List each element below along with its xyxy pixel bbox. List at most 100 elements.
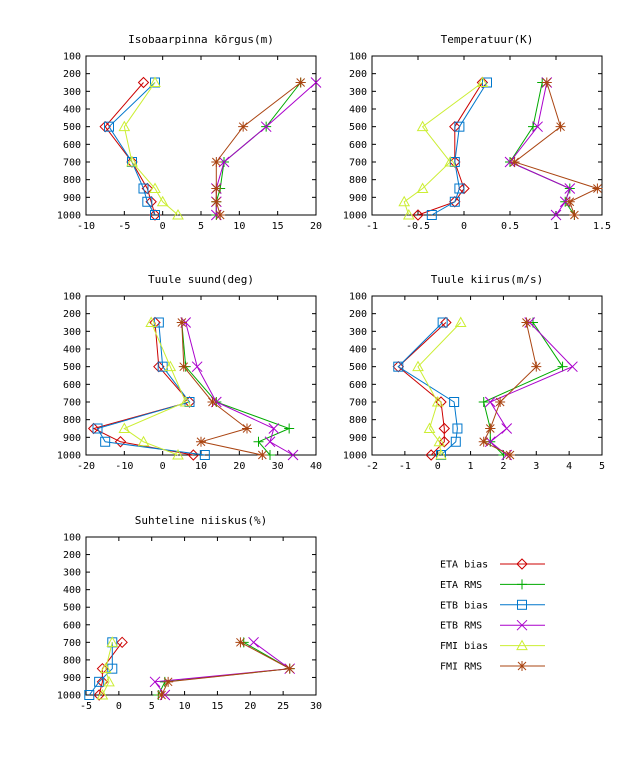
panel-height: Isobaarpinna kõrgus(m)100200300400500600… [57, 33, 322, 232]
y-tick-label: 100 [63, 52, 81, 63]
legend-label: ETA RMS [440, 580, 482, 591]
series-line-etb_bias [96, 322, 205, 456]
data-point-fmi_rms [196, 436, 206, 447]
data-point-eta_bias [114, 436, 127, 448]
x-tick-label: 10 [179, 701, 191, 712]
data-point-etb_rms [248, 636, 259, 648]
y-tick-label: 300 [349, 87, 367, 98]
data-point-fmi_rms [564, 196, 575, 207]
legend-item-etb_rms: ETB RMS [440, 619, 545, 632]
y-tick-label: 1000 [343, 211, 367, 222]
chart-title: Temperatuur(K) [441, 33, 534, 46]
y-tick-label: 500 [63, 362, 81, 373]
x-tick-label: 1.5 [593, 221, 611, 232]
x-tick-label: 20 [310, 221, 322, 232]
y-tick-label: 600 [349, 380, 367, 391]
y-tick-label: 600 [63, 380, 81, 391]
y-tick-label: 800 [63, 415, 81, 426]
data-point-fmi_rms [242, 423, 252, 434]
y-tick-label: 700 [349, 398, 367, 409]
x-tick-label: 10 [195, 461, 207, 472]
data-point-fmi_rms [215, 210, 226, 220]
series-line-eta_bias [92, 322, 194, 456]
data-point-fmi_rms [485, 423, 496, 434]
series-line-etb_bias [397, 322, 458, 456]
data-point-eta_bias [116, 636, 128, 649]
series-line-fmi_rms [215, 82, 302, 216]
data-point-fmi_rms [211, 196, 222, 207]
x-tick-label: 0.5 [501, 221, 519, 232]
panel-humidity: Suhteline niiskus(%)10020030040050060070… [57, 514, 322, 712]
series-line-etb_bias [88, 642, 113, 696]
data-point-etb_rms [564, 183, 576, 194]
y-tick-label: 400 [63, 105, 81, 116]
chart-title: Tuule kiirus(m/s) [431, 273, 544, 286]
data-point-fmi_rms [163, 676, 174, 687]
data-point-eta_bias [99, 120, 111, 133]
y-tick-label: 500 [349, 362, 367, 373]
y-tick-label: 800 [63, 175, 81, 186]
data-point-etb_rms [567, 361, 578, 373]
series-line-fmi_bias [123, 82, 179, 216]
data-point-fmi_bias [476, 76, 489, 87]
legend-item-fmi_bias: FMI bias [440, 639, 545, 652]
y-tick-label: 400 [63, 345, 81, 356]
data-point-fmi_rms [295, 77, 306, 88]
data-point-fmi_bias [398, 195, 411, 207]
y-tick-label: 1000 [57, 211, 81, 222]
data-point-eta_bias [93, 689, 105, 701]
data-point-etb_bias [150, 210, 160, 220]
data-point-fmi_bias [431, 395, 444, 407]
data-point-etb_bias [454, 183, 465, 194]
legend-marker-eta_bias [516, 558, 528, 570]
data-point-etb_bias [452, 423, 463, 434]
x-tick-label: 20 [244, 701, 256, 712]
y-tick-label: 900 [63, 193, 81, 204]
data-point-eta_bias [137, 76, 150, 89]
legend-label: FMI RMS [440, 662, 482, 673]
x-tick-label: 40 [310, 461, 322, 472]
y-tick-label: 800 [349, 415, 367, 426]
panel-wind-speed: Tuule kiirus(m/s) 100 200 300 400 500 600 700 80… [343, 273, 605, 472]
data-point-fmi_rms [478, 436, 489, 447]
data-point-etb_bias [454, 121, 465, 132]
data-point-fmi_bias [412, 360, 424, 372]
data-point-fmi_bias [179, 395, 192, 407]
x-tick-label: 4 [566, 461, 572, 472]
plot-frame [85, 536, 317, 696]
y-tick-label: 300 [63, 87, 81, 98]
x-tick-label: 5 [599, 461, 605, 472]
data-point-fmi_rms [156, 690, 167, 700]
data-point-etb_bias [138, 183, 149, 194]
x-tick-label: -5 [80, 701, 92, 712]
data-point-etb_bias [393, 361, 404, 372]
y-tick-label: 900 [63, 433, 81, 444]
legend-item-eta_rms: ETA RMS [440, 579, 545, 591]
y-tick-label: 700 [63, 638, 81, 649]
data-point-etb_rms [310, 77, 322, 88]
x-tick-label: 0 [116, 701, 122, 712]
data-point-etb_rms [532, 121, 543, 133]
data-point-fmi_bias [145, 316, 158, 327]
data-point-fmi_rms [592, 183, 603, 194]
data-point-etb_bias [449, 196, 460, 207]
legend-marker-eta_rms [517, 579, 527, 590]
data-point-fmi_bias [164, 360, 177, 372]
data-point-etb_rms [268, 423, 280, 434]
legend-label: ETB bias [440, 600, 488, 611]
y-tick-label: 100 [349, 52, 367, 63]
data-point-fmi_rms [257, 450, 268, 460]
x-tick-label: -5 [118, 221, 130, 232]
x-tick-label: -1 [366, 221, 378, 232]
legend-marker-fmi_rms [517, 661, 527, 671]
y-tick-label: 600 [349, 140, 367, 151]
x-tick-label: 15 [211, 701, 223, 712]
x-tick-label: 0 [160, 461, 166, 472]
chart-title: Suhteline niiskus(%) [135, 514, 267, 527]
x-tick-label: 3 [533, 461, 539, 472]
plot-frame [371, 295, 603, 456]
data-point-fmi_rms [284, 663, 295, 674]
y-tick-label: 400 [63, 585, 81, 596]
data-point-fmi_bias [149, 182, 161, 193]
legend-marker-fmi_bias [516, 639, 528, 651]
